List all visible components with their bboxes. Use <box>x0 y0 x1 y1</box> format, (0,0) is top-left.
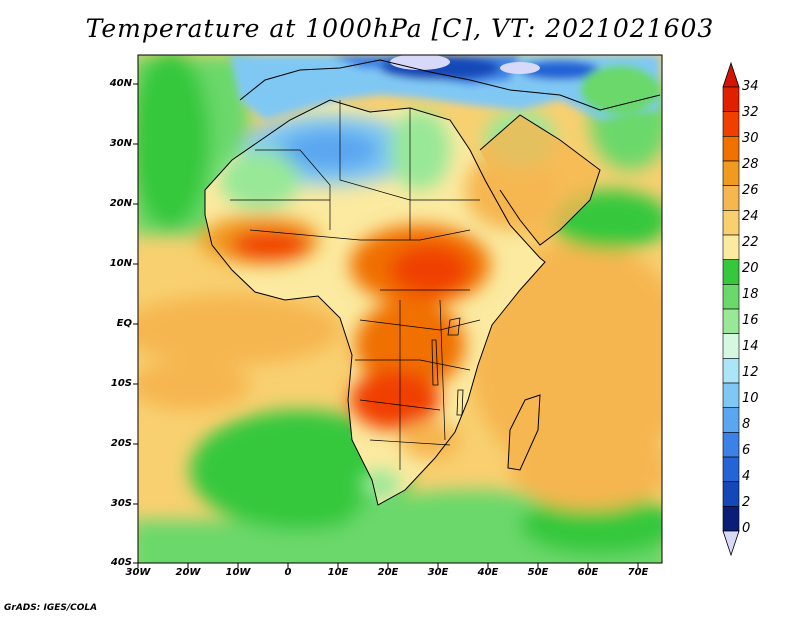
temperature-field <box>138 55 662 563</box>
colorbar-swatch <box>722 432 740 458</box>
colorbar <box>722 61 740 557</box>
colorbar-swatch <box>722 407 740 433</box>
colorbar-label: 34 <box>742 79 759 94</box>
lon-label-10w: 10W <box>225 567 251 578</box>
colorbar-swatch <box>722 456 740 483</box>
map-title: Temperature at 1000hPa [C], VT: 20210216… <box>85 14 715 43</box>
credit-text: GrADS: IGES/COLA <box>4 603 98 613</box>
lat-label-10n: 10N <box>109 258 132 269</box>
colorbar-label: 4 <box>742 469 751 484</box>
plot-frame <box>137 54 663 564</box>
colorbar-label: 6 <box>742 443 751 458</box>
colorbar-swatch <box>722 481 740 507</box>
lon-label-0: 0 <box>284 567 292 578</box>
colorbar-top-arrow <box>722 61 740 88</box>
colorbar-label: 32 <box>742 105 759 120</box>
colorbar-label: 8 <box>742 417 751 432</box>
colorbar-swatch <box>722 358 740 384</box>
colorbar-swatch <box>722 111 740 137</box>
colorbar-swatch <box>722 185 740 211</box>
lat-label-30n: 30N <box>109 138 132 149</box>
colorbar-label: 12 <box>742 365 759 380</box>
lon-label-40e: 40E <box>477 567 499 578</box>
lon-label-60e: 60E <box>577 567 599 578</box>
lat-label-eq: EQ <box>116 318 132 329</box>
lon-label-10e: 10E <box>327 567 349 578</box>
lon-label-30e: 30E <box>427 567 449 578</box>
colorbar-label: 22 <box>742 235 759 250</box>
colorbar-swatch <box>722 284 740 310</box>
colorbar-label: 18 <box>742 287 759 302</box>
colorbar-label: 28 <box>742 157 759 172</box>
colorbar-label: 24 <box>742 209 759 224</box>
colorbar-swatch <box>722 210 740 236</box>
colorbar-swatch <box>722 234 740 260</box>
colorbar-label: 0 <box>742 521 751 536</box>
colorbar-swatch <box>722 86 740 112</box>
colorbar-label: 16 <box>742 313 759 328</box>
colorbar-swatch <box>722 333 740 359</box>
colorbar-bottom-arrow <box>722 530 740 557</box>
colorbar-label: 26 <box>742 183 759 198</box>
colorbar-swatch <box>722 506 740 532</box>
lat-label-10s: 10S <box>110 378 132 389</box>
lat-label-30s: 30S <box>110 498 132 509</box>
colorbar-label: 30 <box>742 131 759 146</box>
lat-label-20n: 20N <box>109 198 132 209</box>
lon-label-70e: 70E <box>627 567 649 578</box>
colorbar-swatch <box>722 259 740 285</box>
lon-label-30w: 30W <box>125 567 151 578</box>
lat-label-20s: 20S <box>110 438 132 449</box>
colorbar-swatch <box>722 160 740 186</box>
colorbar-label: 2 <box>742 495 751 510</box>
colorbar-swatch <box>722 136 740 162</box>
lon-label-20w: 20W <box>175 567 201 578</box>
colorbar-swatch <box>722 308 740 334</box>
colorbar-swatch <box>722 382 740 409</box>
lat-label-40s: 40S <box>110 557 132 568</box>
lat-label-40n: 40N <box>109 78 132 89</box>
colorbar-label: 20 <box>742 261 759 276</box>
axis-ticks <box>133 83 639 568</box>
colorbar-label: 14 <box>742 339 759 354</box>
colorbar-label: 10 <box>742 391 759 406</box>
lon-label-20e: 20E <box>377 567 399 578</box>
lon-label-50e: 50E <box>527 567 549 578</box>
